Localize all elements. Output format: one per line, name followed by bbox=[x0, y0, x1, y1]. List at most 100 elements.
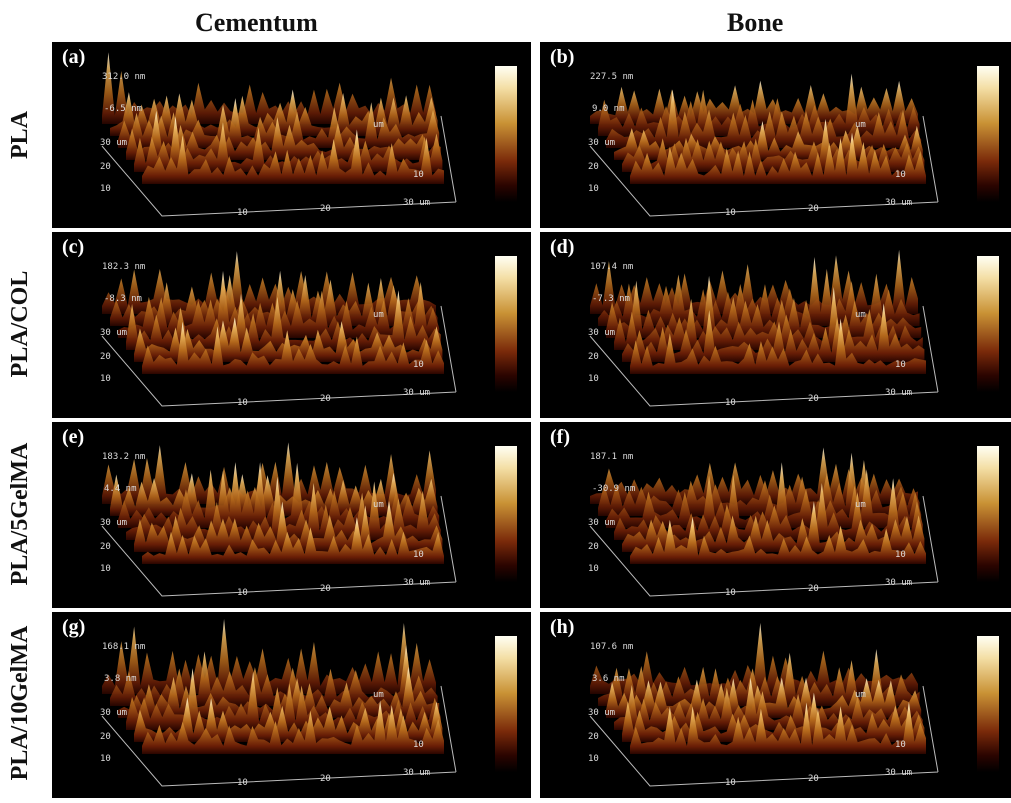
row-label-pla: PLA bbox=[7, 111, 33, 159]
z-max-readout: 187.1 nm bbox=[590, 452, 634, 462]
axis-tick-label: 10 bbox=[237, 208, 248, 218]
surface-ridge bbox=[110, 472, 438, 516]
surface-ridge bbox=[606, 275, 922, 338]
afm-panel-d: (d) 107.4 nm -7.3 nm 30 um 20 10 10 20 30 um um 10 bbox=[540, 232, 1011, 418]
axis-tick-label: 20 bbox=[320, 774, 331, 784]
axis-tick-label: 20 bbox=[808, 394, 819, 404]
surface-ridge bbox=[598, 648, 920, 706]
z-max-readout: 107.4 nm bbox=[590, 262, 634, 272]
z-mid-readout: -6.5 nm bbox=[104, 104, 142, 114]
axis-tick-label: 20 bbox=[588, 732, 599, 742]
axis-tick-label: 30 um bbox=[885, 578, 913, 588]
z-mid-readout: -7.3 nm bbox=[592, 294, 630, 304]
axis-tick-label: um bbox=[855, 310, 866, 320]
axis-tick-label: um bbox=[373, 120, 384, 130]
axis-tick-label: 30 um bbox=[885, 388, 913, 398]
z-max-readout: 183.2 nm bbox=[102, 452, 146, 462]
surface-ridge bbox=[102, 618, 436, 694]
z-mid-readout: 4.4 nm bbox=[104, 484, 137, 494]
axis-tick-label: 10 bbox=[588, 374, 599, 384]
afm-surface bbox=[101, 251, 457, 407]
axis-frame bbox=[101, 115, 457, 217]
axis-tick-label: 30 um bbox=[100, 138, 128, 148]
surface-ridge bbox=[598, 452, 920, 516]
surface-ridge bbox=[142, 700, 444, 754]
afm-panel-b: (b) 227.5 nm 9.0 nm 30 um 20 10 10 20 30 um um 10 bbox=[540, 42, 1011, 228]
surface-ridge bbox=[622, 692, 925, 742]
surface-ridge bbox=[622, 303, 925, 362]
axis-tick-label: 10 bbox=[895, 740, 906, 750]
surface-ridge bbox=[118, 666, 440, 718]
surface-ridge bbox=[606, 462, 922, 528]
axis-tick-label: 10 bbox=[413, 360, 424, 370]
z-max-readout: 312.0 nm bbox=[102, 72, 146, 82]
z-max-readout: 168.1 nm bbox=[102, 642, 146, 652]
surface-ridge bbox=[102, 251, 436, 314]
surface-ridge bbox=[126, 668, 441, 730]
axis-frame bbox=[589, 685, 939, 787]
axis-tick-label: 30 um bbox=[403, 578, 431, 588]
surface-ridge bbox=[134, 500, 443, 552]
surface-ridge bbox=[134, 116, 443, 172]
surface-ridge bbox=[110, 645, 438, 706]
z-mid-readout: 3.6 nm bbox=[592, 674, 625, 684]
afm-panel-c: (c) 182.3 nm -8.3 nm 30 um 20 10 10 20 30 um um 10 bbox=[52, 232, 531, 418]
axis-tick-label: 20 bbox=[100, 542, 111, 552]
axis-tick-label: 20 bbox=[100, 732, 111, 742]
axis-tick-label: 30 um bbox=[100, 328, 128, 338]
z-max-readout: 182.3 nm bbox=[102, 262, 146, 272]
axis-tick-label: 30 um bbox=[588, 708, 616, 718]
axis-tick-label: 10 bbox=[413, 550, 424, 560]
height-colorbar bbox=[977, 636, 999, 772]
axis-tick-label: 20 bbox=[320, 204, 331, 214]
axis-tick-label: um bbox=[373, 690, 384, 700]
surface-ridge bbox=[142, 517, 444, 564]
axis-tick-label: 10 bbox=[100, 374, 111, 384]
axis-tick-label: 10 bbox=[588, 754, 599, 764]
panel-label: (f) bbox=[550, 426, 570, 448]
surface-ridge bbox=[142, 129, 444, 184]
column-header-cementum: Cementum bbox=[195, 8, 318, 37]
surface-ridge bbox=[614, 121, 923, 160]
surface-ridge bbox=[614, 286, 923, 350]
axis-tick-label: 10 bbox=[413, 740, 424, 750]
surface-ridge bbox=[630, 517, 926, 564]
axis-tick-label: 20 bbox=[100, 162, 111, 172]
axis-tick-label: 20 bbox=[808, 204, 819, 214]
axis-tick-label: 30 um bbox=[403, 388, 431, 398]
axis-tick-label: 20 bbox=[588, 162, 599, 172]
axis-tick-label: um bbox=[855, 120, 866, 130]
height-colorbar bbox=[977, 256, 999, 392]
axis-tick-label: 10 bbox=[588, 184, 599, 194]
axis-tick-label: 20 bbox=[320, 584, 331, 594]
z-mid-readout: -30.9 nm bbox=[592, 484, 636, 494]
axis-tick-label: 10 bbox=[725, 208, 736, 218]
surface-ridge bbox=[142, 321, 444, 374]
column-header-bone: Bone bbox=[727, 8, 784, 37]
axis-tick-label: 10 bbox=[895, 550, 906, 560]
axis-tick-label: 10 bbox=[895, 170, 906, 180]
surface-ridge bbox=[622, 501, 925, 552]
surface-ridge bbox=[590, 447, 918, 504]
axis-tick-label: 20 bbox=[808, 774, 819, 784]
height-colorbar bbox=[977, 446, 999, 582]
surface-ridge bbox=[110, 89, 438, 136]
surface-ridge bbox=[102, 52, 436, 124]
axis-tick-label: 30 um bbox=[885, 198, 913, 208]
afm-surface bbox=[101, 52, 457, 217]
axis-tick-label: 30 um bbox=[100, 708, 128, 718]
axis-tick-label: um bbox=[855, 500, 866, 510]
axis-tick-label: 10 bbox=[725, 588, 736, 598]
panel-label: (a) bbox=[62, 46, 86, 68]
axis-tick-label: 10 bbox=[237, 398, 248, 408]
afm-surface bbox=[589, 73, 939, 217]
axis-tick-label: 10 bbox=[100, 754, 111, 764]
height-colorbar bbox=[495, 446, 517, 582]
afm-surface bbox=[101, 442, 457, 597]
z-mid-readout: 3.8 nm bbox=[104, 674, 137, 684]
z-mid-readout: 9.0 nm bbox=[592, 104, 625, 114]
axis-frame bbox=[101, 495, 457, 597]
panel-label: (d) bbox=[550, 236, 575, 258]
height-colorbar bbox=[977, 66, 999, 202]
surface-ridge bbox=[598, 256, 920, 326]
